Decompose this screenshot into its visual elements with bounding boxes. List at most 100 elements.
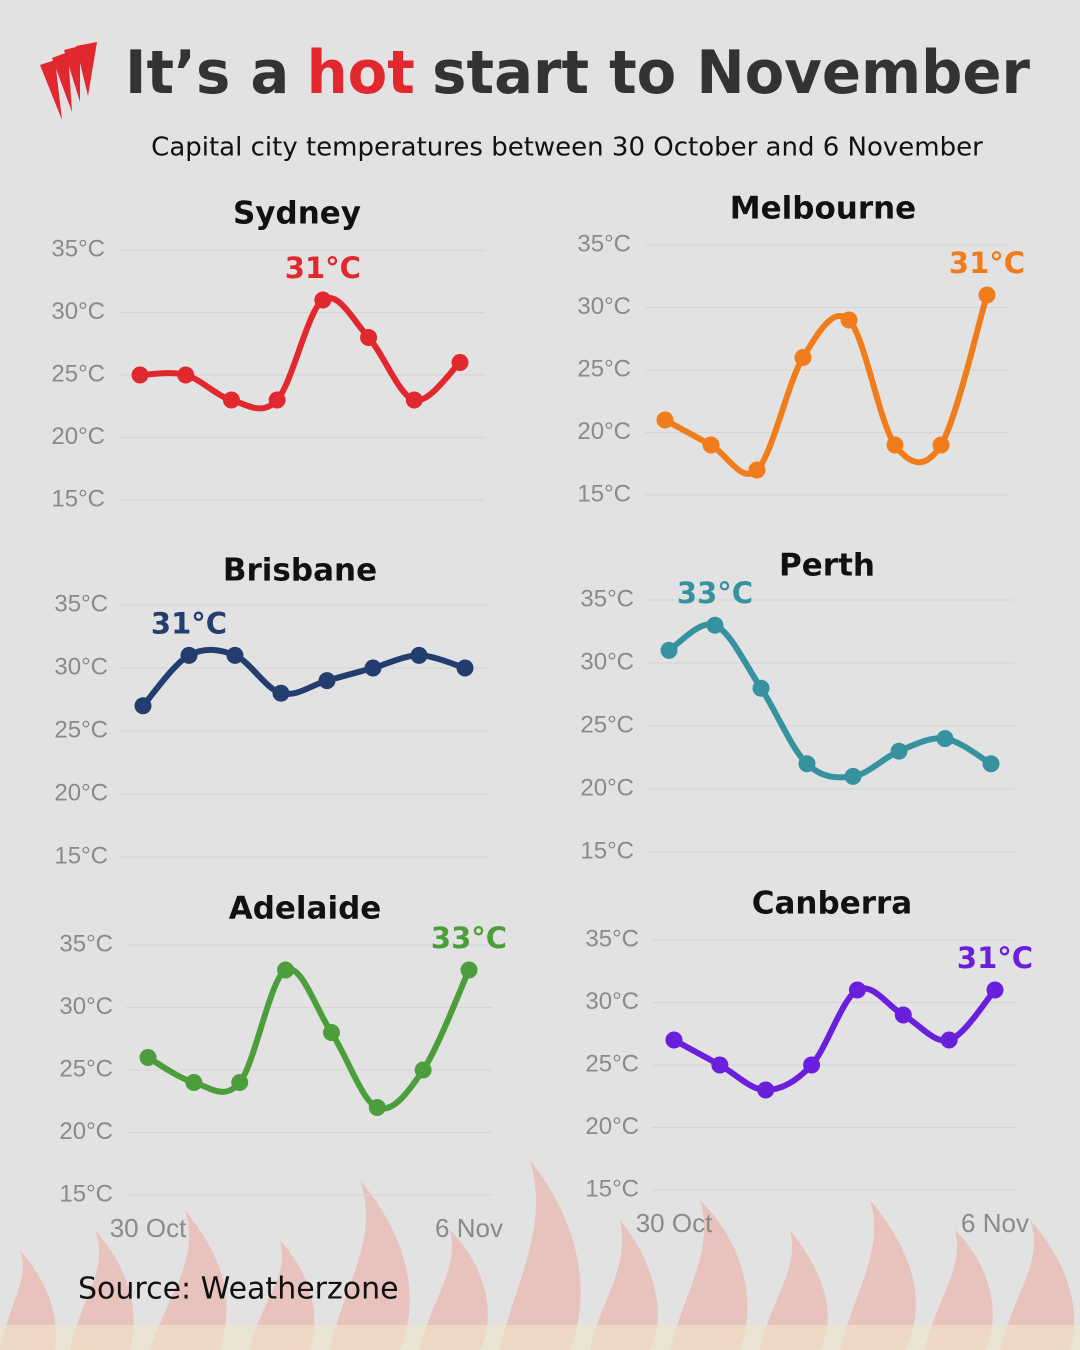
- y-tick-label: 30°C: [580, 648, 634, 675]
- point: [936, 730, 954, 748]
- point: [794, 349, 812, 366]
- point: [360, 329, 378, 346]
- point: [978, 286, 996, 304]
- point: [414, 1061, 432, 1079]
- point: [405, 391, 423, 409]
- chart-title: Brisbane: [223, 553, 377, 589]
- point: [368, 1099, 386, 1116]
- flame-base: [0, 1325, 1080, 1350]
- y-tick-label: 15°C: [59, 1180, 113, 1207]
- value-label: 31°C: [949, 246, 1025, 280]
- source: Source: Weatherzone: [78, 1272, 399, 1307]
- point: [410, 646, 428, 664]
- x-tick-label: 30 Oct: [636, 1208, 713, 1238]
- y-tick-label: 15°C: [54, 842, 108, 869]
- y-tick-label: 20°C: [51, 423, 105, 450]
- point: [139, 1049, 157, 1066]
- logo: [40, 42, 97, 120]
- point: [226, 646, 244, 664]
- value-label: 33°C: [431, 921, 507, 955]
- chart-title: Adelaide: [229, 891, 382, 927]
- point: [894, 1006, 912, 1024]
- point: [932, 436, 950, 454]
- point: [748, 461, 766, 479]
- y-tick-label: 25°C: [59, 1055, 113, 1082]
- y-tick-label: 20°C: [59, 1118, 113, 1145]
- chart-panel: Melbourne 15°C 20°C 25°C 30°C 35°C 31°C: [577, 191, 1025, 508]
- point: [757, 1081, 775, 1099]
- point: [706, 616, 724, 634]
- title-highlight: hot: [307, 38, 415, 108]
- flames: [0, 1160, 1075, 1350]
- point: [803, 1056, 821, 1074]
- y-tick-label: 30°C: [577, 293, 631, 320]
- title-part: It’s a: [125, 38, 289, 108]
- y-tick-label: 25°C: [54, 716, 108, 743]
- chart-panel: Perth 15°C 20°C 25°C 30°C 35°C 33°C: [580, 548, 1014, 864]
- point: [702, 436, 720, 454]
- y-tick-label: 25°C: [577, 355, 631, 382]
- point: [177, 366, 195, 384]
- y-tick-label: 35°C: [51, 235, 105, 262]
- value-label: 31°C: [151, 606, 227, 640]
- subtitle: Capital city temperatures between 30 Oct…: [151, 133, 983, 163]
- x-tick-label: 6 Nov: [435, 1213, 503, 1243]
- y-tick-label: 20°C: [54, 779, 108, 806]
- y-tick-label: 20°C: [577, 418, 631, 445]
- point: [451, 354, 469, 371]
- y-tick-label: 35°C: [59, 930, 113, 957]
- y-tick-label: 35°C: [577, 230, 631, 257]
- chart-panel: Adelaide 15°C 20°C 25°C 30°C 35°C 30 Oct 6 Nov 3…: [59, 891, 507, 1243]
- value-label: 31°C: [285, 251, 361, 285]
- point: [134, 697, 152, 715]
- y-tick-label: 15°C: [580, 837, 634, 864]
- title: It’s a hot start to November: [125, 38, 1030, 108]
- point: [752, 679, 770, 697]
- y-tick-label: 35°C: [585, 925, 639, 952]
- y-tick-label: 15°C: [577, 480, 631, 507]
- point: [364, 659, 382, 677]
- y-tick-label: 25°C: [585, 1050, 639, 1077]
- chart-title: Perth: [779, 548, 875, 584]
- chart-panel: Sydney 15°C 20°C 25°C 30°C 35°C 31°C: [51, 196, 485, 512]
- value-label: 31°C: [957, 941, 1033, 975]
- y-tick-label: 25°C: [580, 711, 634, 738]
- point: [180, 646, 198, 664]
- point: [231, 1074, 249, 1091]
- point: [660, 641, 678, 659]
- point: [890, 742, 908, 760]
- chart-title: Melbourne: [730, 191, 916, 227]
- point: [131, 366, 149, 384]
- point: [272, 684, 290, 702]
- y-tick-label: 15°C: [585, 1175, 639, 1202]
- point: [986, 981, 1004, 999]
- title-part: start to November: [432, 38, 1030, 108]
- point: [185, 1074, 203, 1091]
- chart-title: Sydney: [233, 196, 361, 232]
- point: [277, 961, 295, 979]
- y-tick-label: 30°C: [51, 298, 105, 325]
- y-tick-label: 20°C: [580, 774, 634, 801]
- y-tick-label: 25°C: [51, 360, 105, 387]
- value-label: 33°C: [677, 576, 753, 610]
- point: [665, 1031, 683, 1049]
- point: [940, 1031, 958, 1049]
- point: [886, 436, 904, 454]
- y-tick-label: 15°C: [51, 485, 105, 512]
- point: [840, 311, 858, 329]
- point: [460, 961, 478, 979]
- point: [222, 391, 240, 409]
- y-tick-label: 20°C: [585, 1113, 639, 1140]
- point: [982, 755, 1000, 773]
- x-tick-label: 30 Oct: [110, 1213, 187, 1243]
- point: [844, 767, 862, 785]
- x-tick-label: 6 Nov: [961, 1208, 1029, 1238]
- y-tick-label: 30°C: [59, 993, 113, 1020]
- y-tick-label: 30°C: [54, 653, 108, 680]
- y-tick-label: 35°C: [54, 590, 108, 617]
- y-tick-label: 30°C: [585, 988, 639, 1015]
- point: [314, 291, 332, 309]
